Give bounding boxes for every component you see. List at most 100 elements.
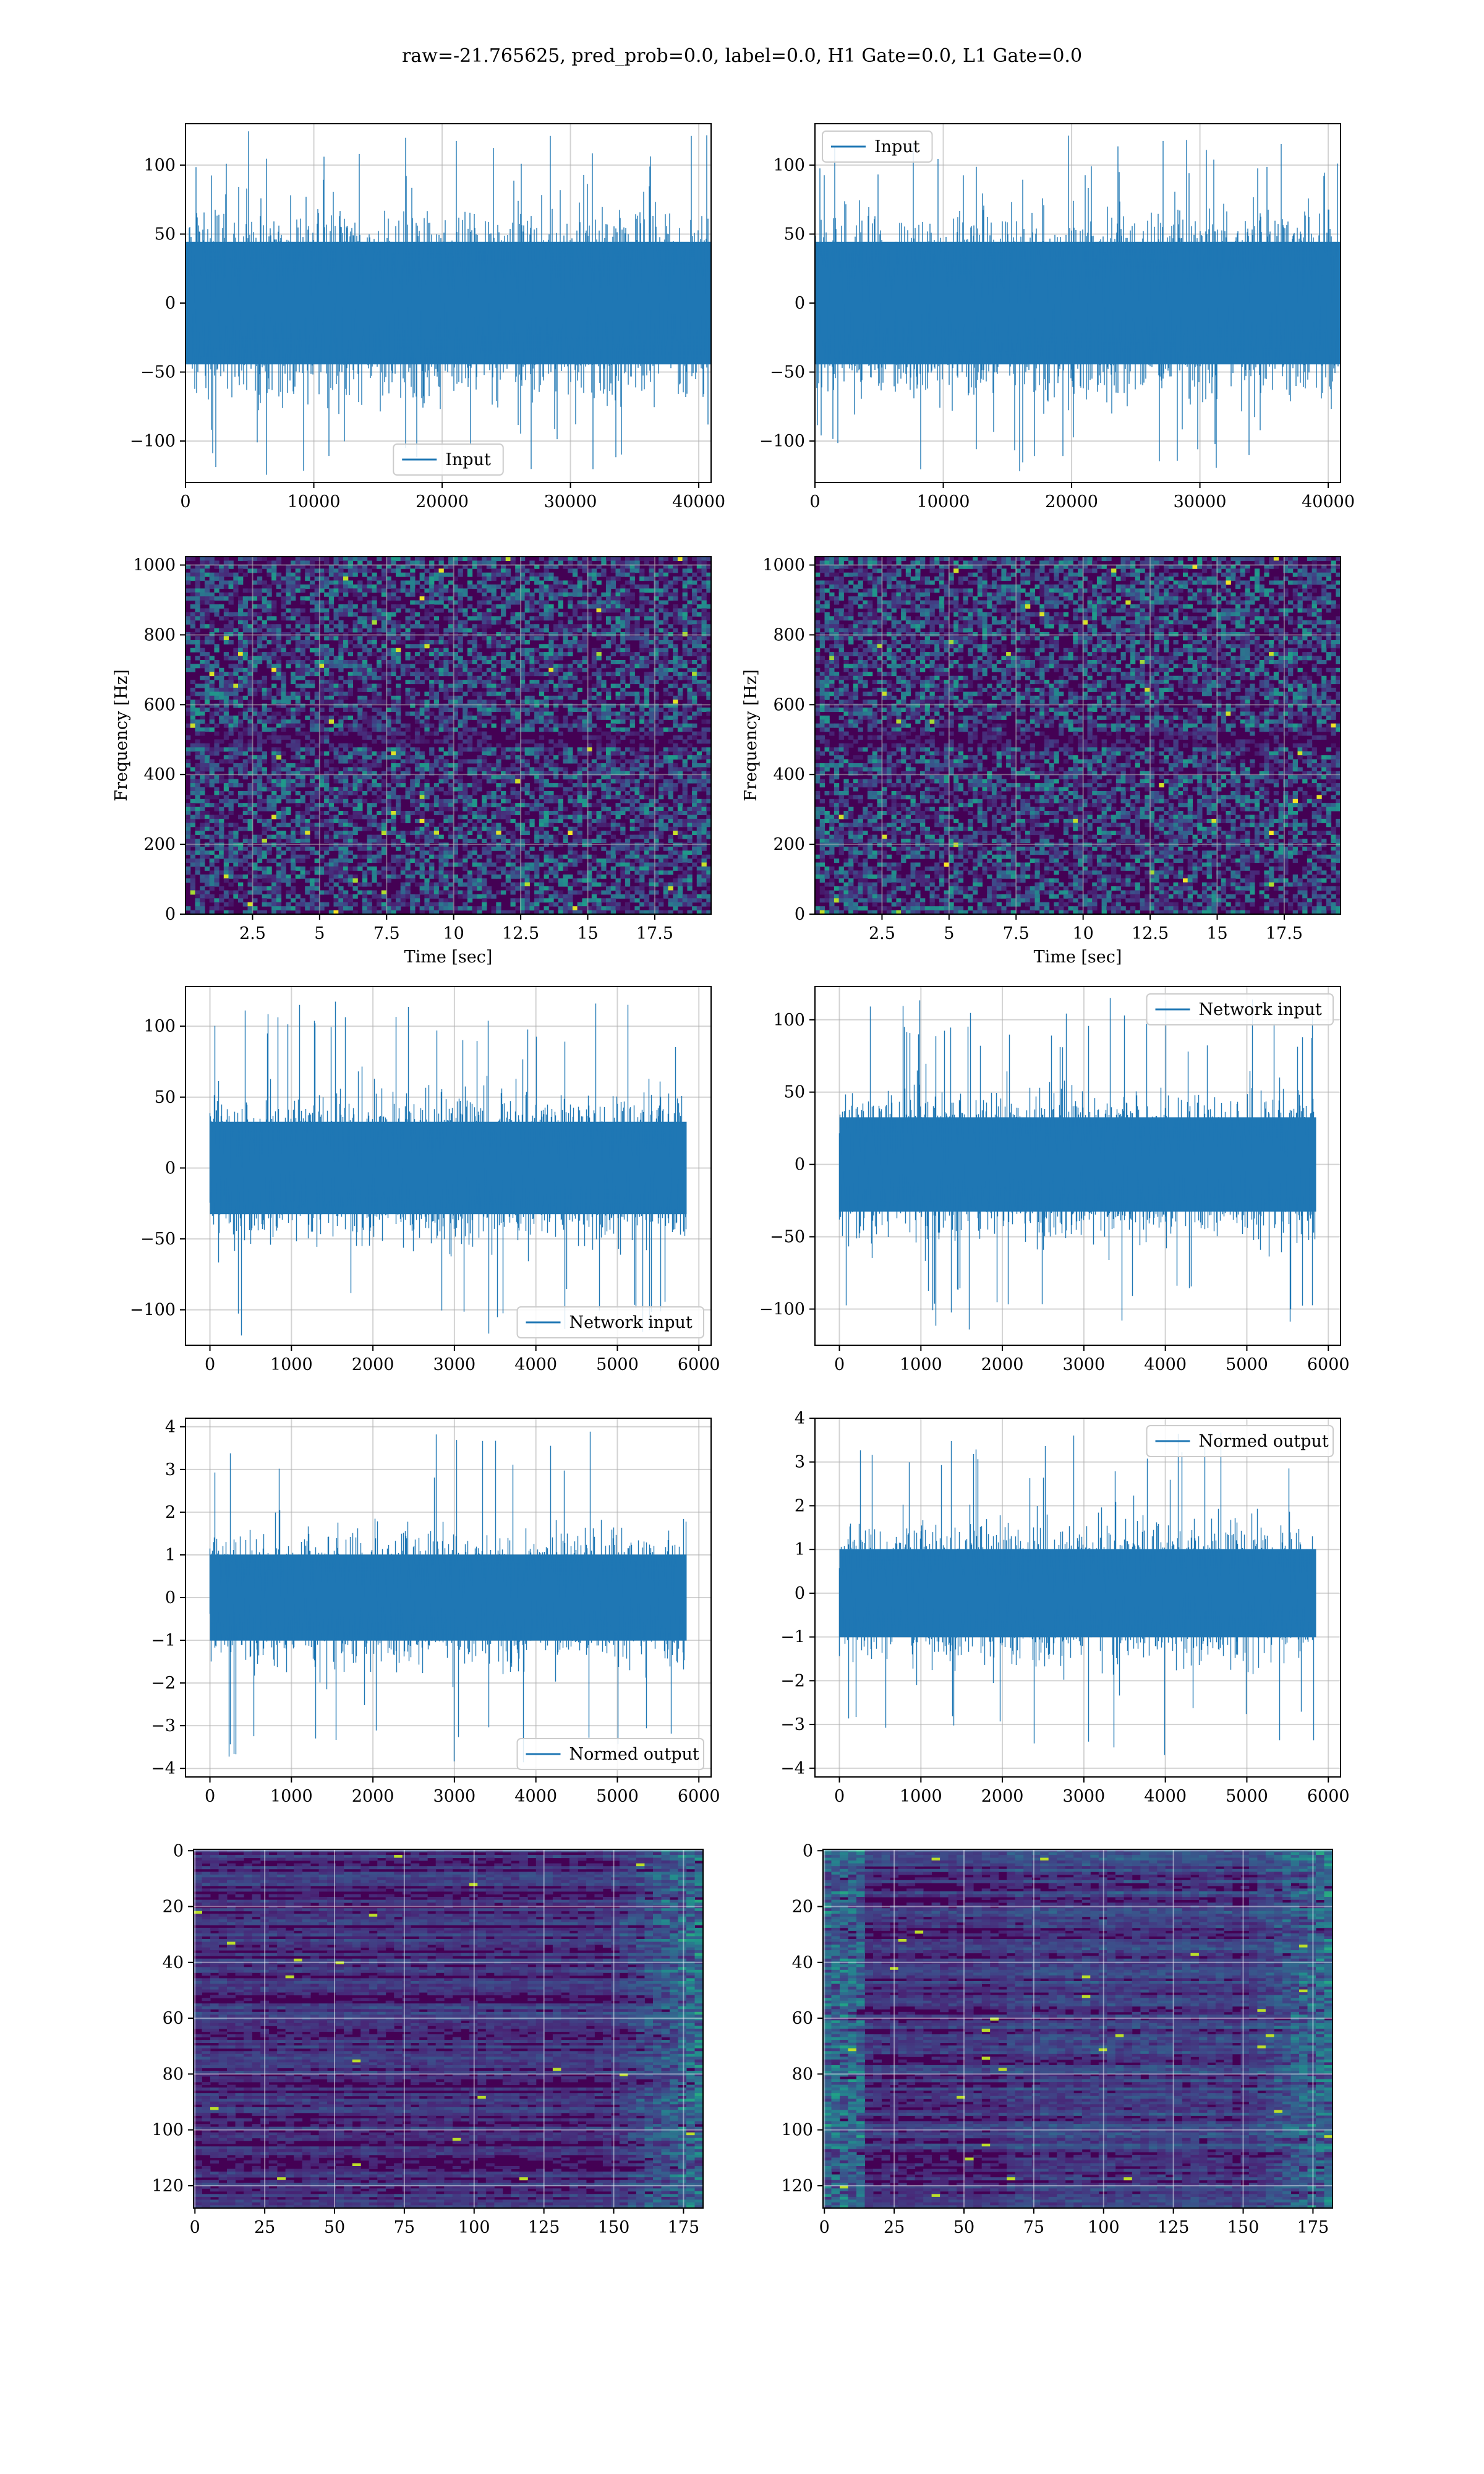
- heatmap-cell: [271, 608, 277, 613]
- heatmap-cell: [629, 568, 635, 573]
- heatmap-cell: [692, 775, 697, 780]
- heatmap-cell: [706, 557, 712, 561]
- heatmap-cell: [467, 818, 473, 823]
- heatmap-cell: [209, 795, 215, 800]
- heatmap-cell: [696, 767, 702, 772]
- heatmap-cell: [242, 771, 248, 776]
- heatmap-cell: [300, 644, 305, 649]
- heatmap-cell: [659, 648, 664, 653]
- heatmap-cell: [252, 680, 258, 685]
- heatmap-cell: [419, 584, 425, 589]
- heatmap-cell: [639, 708, 645, 712]
- heatmap-cell: [625, 691, 631, 696]
- heatmap-cell: [639, 612, 645, 617]
- heatmap-cell: [295, 815, 301, 820]
- heatmap-cell: [257, 592, 263, 597]
- heatmap-cell: [448, 715, 454, 720]
- heatmap-cell: [510, 624, 516, 629]
- heatmap-cell: [682, 763, 688, 768]
- heatmap-cell: [424, 616, 430, 621]
- heatmap-cell: [357, 568, 363, 573]
- heatmap-cell: [391, 759, 396, 764]
- heatmap-cell: [544, 727, 549, 732]
- heatmap-cell: [204, 560, 210, 565]
- heatmap-cell: [352, 790, 358, 795]
- heatmap-cell: [448, 735, 454, 740]
- heatmap-cell: [486, 572, 492, 577]
- heatmap-cell: [209, 695, 215, 700]
- heatmap-cell: [238, 580, 244, 585]
- heatmap-cell: [247, 687, 253, 692]
- heatmap-cell: [510, 723, 516, 728]
- heatmap-cell: [582, 715, 587, 720]
- heatmap-cell: [377, 708, 382, 712]
- heatmap-cell: [200, 664, 205, 669]
- heatmap-cell: [706, 604, 712, 609]
- heatmap-cell: [328, 652, 335, 657]
- heatmap-cell: [433, 731, 440, 736]
- heatmap-cell: [706, 815, 712, 820]
- heatmap-cell: [553, 775, 559, 780]
- heatmap-cell: [343, 795, 349, 800]
- heatmap-cell: [286, 795, 291, 800]
- heatmap-cell: [477, 739, 482, 744]
- heatmap-cell: [228, 743, 234, 748]
- heatmap-cell: [271, 695, 277, 700]
- heatmap-cell: [486, 711, 492, 716]
- heatmap-cell: [429, 592, 435, 597]
- heatmap-cell: [433, 675, 440, 680]
- heatmap-cell: [615, 775, 621, 780]
- heatmap-cell: [587, 826, 592, 831]
- heatmap-cell: [524, 739, 530, 744]
- heatmap-cell: [362, 695, 368, 700]
- heatmap-cell: [544, 790, 549, 795]
- heatmap-cell: [519, 648, 526, 653]
- heatmap-cell: [572, 826, 578, 831]
- heatmap-cell: [701, 831, 707, 836]
- heatmap-cell: [433, 831, 440, 836]
- heatmap-cell: [238, 751, 244, 756]
- heatmap-cell: [501, 557, 506, 561]
- heatmap-cell: [267, 807, 272, 811]
- heatmap-cell: [443, 807, 449, 811]
- heatmap-cell: [482, 680, 487, 685]
- heatmap-cell: [219, 818, 224, 823]
- heatmap-cell: [324, 818, 330, 823]
- heatmap-cell: [453, 608, 458, 613]
- heatmap-cell: [228, 664, 234, 669]
- heatmap-cell: [620, 691, 626, 696]
- heatmap-cell: [677, 664, 683, 669]
- heatmap-cell: [338, 691, 344, 696]
- heatmap-cell: [257, 715, 263, 720]
- heatmap-cell: [190, 798, 195, 803]
- heatmap-cell: [610, 640, 616, 644]
- heatmap-cell: [319, 660, 325, 664]
- heatmap-cell: [338, 719, 344, 724]
- heatmap-cell: [596, 739, 602, 744]
- heatmap-cell: [252, 664, 258, 669]
- heatmap-cell: [190, 700, 195, 704]
- heatmap-cell: [673, 576, 678, 581]
- heatmap-cell: [429, 660, 435, 664]
- heatmap-cell: [582, 783, 587, 788]
- heatmap-cell: [696, 560, 702, 565]
- heatmap-cell: [377, 719, 382, 724]
- heatmap-cell: [601, 823, 607, 828]
- heatmap-cell: [505, 798, 511, 803]
- heatmap-cell: [200, 826, 205, 831]
- heatmap-cell: [548, 795, 554, 800]
- heatmap-cell: [639, 831, 645, 836]
- heatmap-cell: [247, 743, 253, 748]
- heatmap-cell: [352, 564, 358, 569]
- heatmap-cell: [701, 680, 707, 685]
- heatmap-cell: [553, 811, 559, 815]
- heatmap-cell: [649, 648, 654, 653]
- heatmap-cell: [649, 719, 654, 724]
- heatmap-cell: [338, 636, 344, 641]
- heatmap-cell: [252, 834, 258, 839]
- heatmap-cell: [601, 731, 607, 736]
- heatmap-cell: [458, 683, 463, 688]
- heatmap-cell: [682, 664, 688, 669]
- heatmap-cell: [419, 755, 425, 760]
- heatmap-cell: [238, 703, 244, 708]
